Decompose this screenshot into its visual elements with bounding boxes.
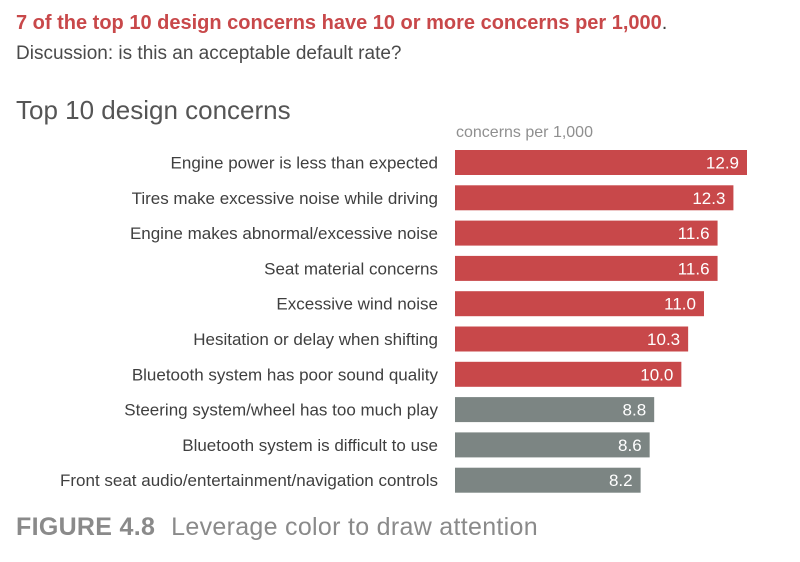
- x-axis-label: concerns per 1,000: [456, 124, 593, 141]
- headline-trailing: .: [661, 12, 668, 34]
- bar-chart: Top 10 design concerns concerns per 1,00…: [16, 95, 747, 493]
- bar-value-label: 10.3: [647, 330, 680, 349]
- category-label: Excessive wind noise: [276, 295, 438, 314]
- bar: [455, 467, 641, 493]
- bar-value-label: 12.9: [706, 154, 739, 173]
- bar: [455, 220, 718, 246]
- chart-title: Top 10 design concerns: [16, 95, 291, 125]
- bar: [455, 185, 734, 211]
- category-label: Front seat audio/entertainment/navigatio…: [60, 471, 438, 490]
- bar: [455, 361, 682, 387]
- subhead: Discussion: is this an acceptable defaul…: [16, 43, 402, 64]
- category-label: Engine makes abnormal/excessive noise: [130, 224, 438, 243]
- category-label: Bluetooth system has poor sound quality: [132, 365, 439, 384]
- bar-value-label: 11.0: [664, 295, 696, 314]
- bar: [455, 150, 747, 175]
- category-label: Steering system/wheel has too much play: [124, 401, 438, 420]
- bar: [455, 291, 704, 317]
- headline-text: 7 of the top 10 design concerns have 10 …: [16, 12, 662, 34]
- bar-value-label: 8.2: [609, 471, 633, 490]
- bar: [455, 255, 718, 281]
- category-label: Engine power is less than expected: [171, 154, 438, 173]
- category-label: Tires make excessive noise while driving: [132, 189, 438, 208]
- bars-group: Engine power is less than expected 12.9 Ti…: [60, 150, 747, 493]
- bar: [455, 326, 689, 352]
- bar-value-label: 8.8: [623, 401, 647, 420]
- headline: 7 of the top 10 design concerns have 10 …: [16, 12, 667, 35]
- bar-value-label: 11.6: [678, 259, 710, 278]
- bar: [455, 397, 655, 423]
- category-label: Bluetooth system is difficult to use: [182, 436, 438, 455]
- figure-caption-text: Leverage color to draw attention: [171, 513, 538, 541]
- bar-value-label: 10.0: [640, 365, 673, 384]
- figure-number: FIGURE 4.8: [16, 513, 156, 541]
- bar-value-label: 11.6: [678, 224, 710, 243]
- bar: [455, 432, 650, 458]
- figure-caption: FIGURE 4.8 Leverage color to draw attenti…: [16, 513, 538, 542]
- category-label: Hesitation or delay when shifting: [193, 330, 438, 349]
- category-label: Seat material concerns: [264, 259, 438, 278]
- bar-value-label: 12.3: [692, 189, 725, 208]
- bar-value-label: 8.6: [618, 436, 642, 455]
